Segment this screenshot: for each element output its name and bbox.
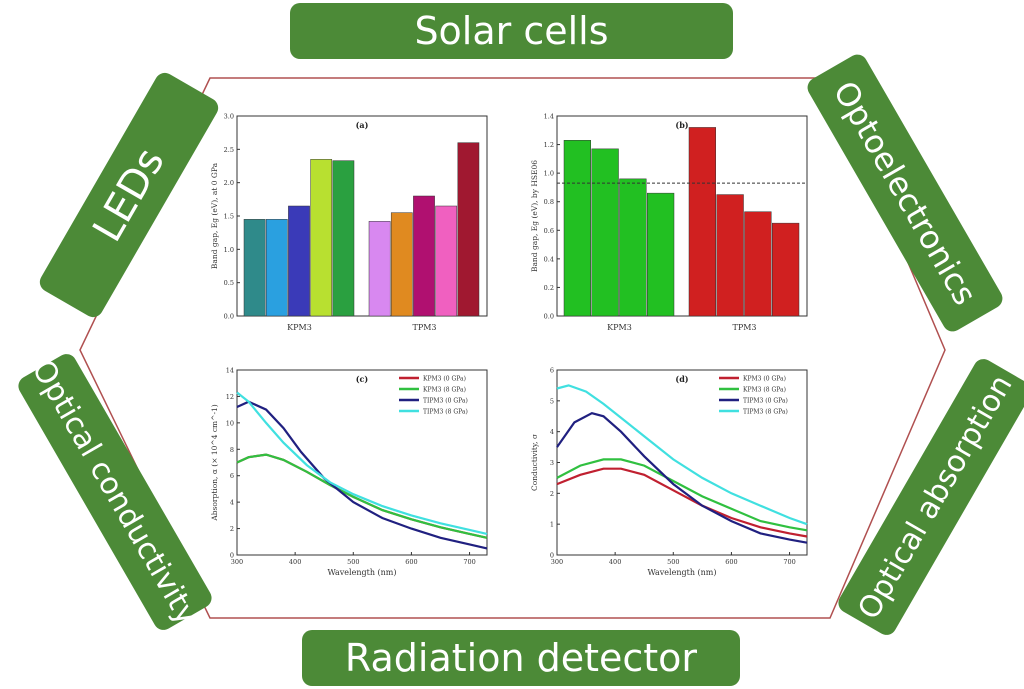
x-tick-label: 700	[783, 558, 795, 566]
y-tick-label: 14	[226, 367, 234, 375]
absorption-line-chart: 0 2 4 6 8 10 12 14 Absorption, α (× 10^4 cm^-1) (…	[210, 367, 488, 577]
y-tick-label: 0.2	[544, 284, 554, 292]
series-line	[556, 412, 808, 544]
x-tick-label: 500	[667, 558, 679, 566]
y-axis-label: Band gap, Eg (eV), by HSE06	[530, 160, 539, 272]
solar-cells-label: Solar cells	[290, 3, 733, 59]
series-line	[556, 458, 808, 532]
y-tick-label: 1	[550, 521, 554, 529]
y-tick-label: 1.5	[224, 213, 234, 221]
x-tick-label: 300	[551, 558, 563, 566]
group-label: KPM3	[607, 323, 632, 332]
y-tick-label: 0	[550, 552, 554, 560]
bar	[647, 192, 675, 317]
x-axis-label: Wavelength (nm)	[327, 568, 396, 577]
legend-label: KPM3 (8 GPa)	[743, 387, 786, 394]
plot-frame	[556, 115, 808, 317]
y-tick-label: 0.0	[544, 313, 554, 321]
y-tick-label: 2.5	[224, 146, 234, 154]
legend-label: TIPM3 (8 GPa)	[423, 409, 468, 416]
bar	[688, 127, 716, 317]
group-label: TPM3	[733, 323, 757, 332]
bar	[457, 142, 480, 317]
y-tick-label: 1.4	[544, 113, 554, 121]
y-tick-label: 6	[550, 367, 554, 375]
bar	[243, 219, 266, 317]
y-tick-label: 0.4	[544, 255, 554, 263]
group-label: TPM3	[413, 323, 437, 332]
y-tick-label: 0.0	[224, 313, 234, 321]
bar	[368, 221, 391, 317]
y-tick-label: 2	[550, 490, 554, 498]
y-tick-label: 4	[550, 428, 554, 436]
y-tick-label: 1.0	[224, 246, 234, 254]
y-tick-label: 3	[550, 459, 554, 467]
x-tick-label: 600	[725, 558, 737, 566]
y-tick-label: 1.2	[544, 141, 554, 149]
conductivity-line-chart: 0 1 2 3 4 5 6 Conductivity, σ (d) 300 400 500 600 700…	[530, 367, 808, 577]
bar	[435, 205, 458, 317]
y-tick-label: 0	[230, 552, 234, 560]
panel-label: (d)	[675, 374, 688, 384]
bar	[716, 194, 744, 317]
legend-label: TIPM3 (0 GPa)	[743, 398, 788, 405]
series-line	[236, 400, 488, 550]
y-tick-label: 3.0	[224, 113, 234, 121]
panel-label: (b)	[675, 120, 688, 130]
bar	[744, 211, 772, 317]
x-tick-label: 500	[347, 558, 359, 566]
series-line	[556, 467, 808, 538]
bar	[332, 160, 355, 317]
bar	[619, 178, 647, 317]
y-tick-label: 8	[230, 446, 234, 454]
x-tick-label: 300	[231, 558, 243, 566]
series-line	[556, 384, 808, 526]
legend-label: KPM3 (0 GPa)	[743, 376, 786, 383]
legend-label: TIPM3 (8 GPa)	[743, 409, 788, 416]
bar	[265, 219, 288, 317]
y-tick-label: 6	[230, 472, 234, 480]
y-tick-label: 5	[550, 397, 554, 405]
bar	[390, 212, 413, 317]
bar	[772, 222, 800, 317]
x-tick-label: 600	[405, 558, 417, 566]
y-tick-label: 0.5	[224, 279, 234, 287]
bandgap-bar-chart-b: 0.0 0.2 0.4 0.6 0.8 1.0 1.2 1.4 Band gap, Eg (eV…	[530, 113, 808, 332]
bar	[563, 140, 591, 317]
y-tick-label: 1.0	[544, 170, 554, 178]
group-label: KPM3	[287, 323, 312, 332]
y-axis-label: Absorption, α (× 10^4 cm^-1)	[210, 404, 219, 521]
radiation-detector-label: Radiation detector	[302, 630, 740, 686]
legend-label: KPM3 (8 GPa)	[423, 387, 466, 394]
y-tick-label: 2.0	[224, 179, 234, 187]
series-line	[236, 453, 488, 539]
y-axis-label: Conductivity, σ	[530, 434, 539, 491]
x-tick-label: 700	[463, 558, 475, 566]
bar	[413, 195, 435, 317]
y-tick-label: 10	[226, 419, 234, 427]
panel-label: (c)	[356, 374, 369, 384]
panel-label: (a)	[356, 120, 369, 130]
x-axis-label: Wavelength (nm)	[647, 568, 716, 577]
legend-label: TIPM3 (0 GPa)	[423, 398, 468, 405]
y-tick-label: 2	[230, 525, 234, 533]
series-line	[236, 391, 488, 535]
y-axis-label: Band gap, Eg (eV), at 0 GPa	[210, 162, 219, 269]
y-tick-label: 0.8	[544, 198, 554, 206]
bar	[310, 159, 333, 317]
y-tick-label: 4	[230, 499, 234, 507]
y-tick-label: 0.6	[544, 227, 554, 235]
bar	[591, 148, 619, 317]
bar	[288, 205, 310, 317]
y-tick-label: 12	[226, 393, 234, 401]
legend-label: KPM3 (0 GPa)	[423, 376, 466, 383]
x-tick-label: 400	[609, 558, 621, 566]
x-tick-label: 400	[289, 558, 301, 566]
bandgap-bar-chart-a: 0.0 0.5 1.0 1.5 2.0 2.5 3.0 Band gap, Eg (eV), …	[210, 113, 488, 332]
